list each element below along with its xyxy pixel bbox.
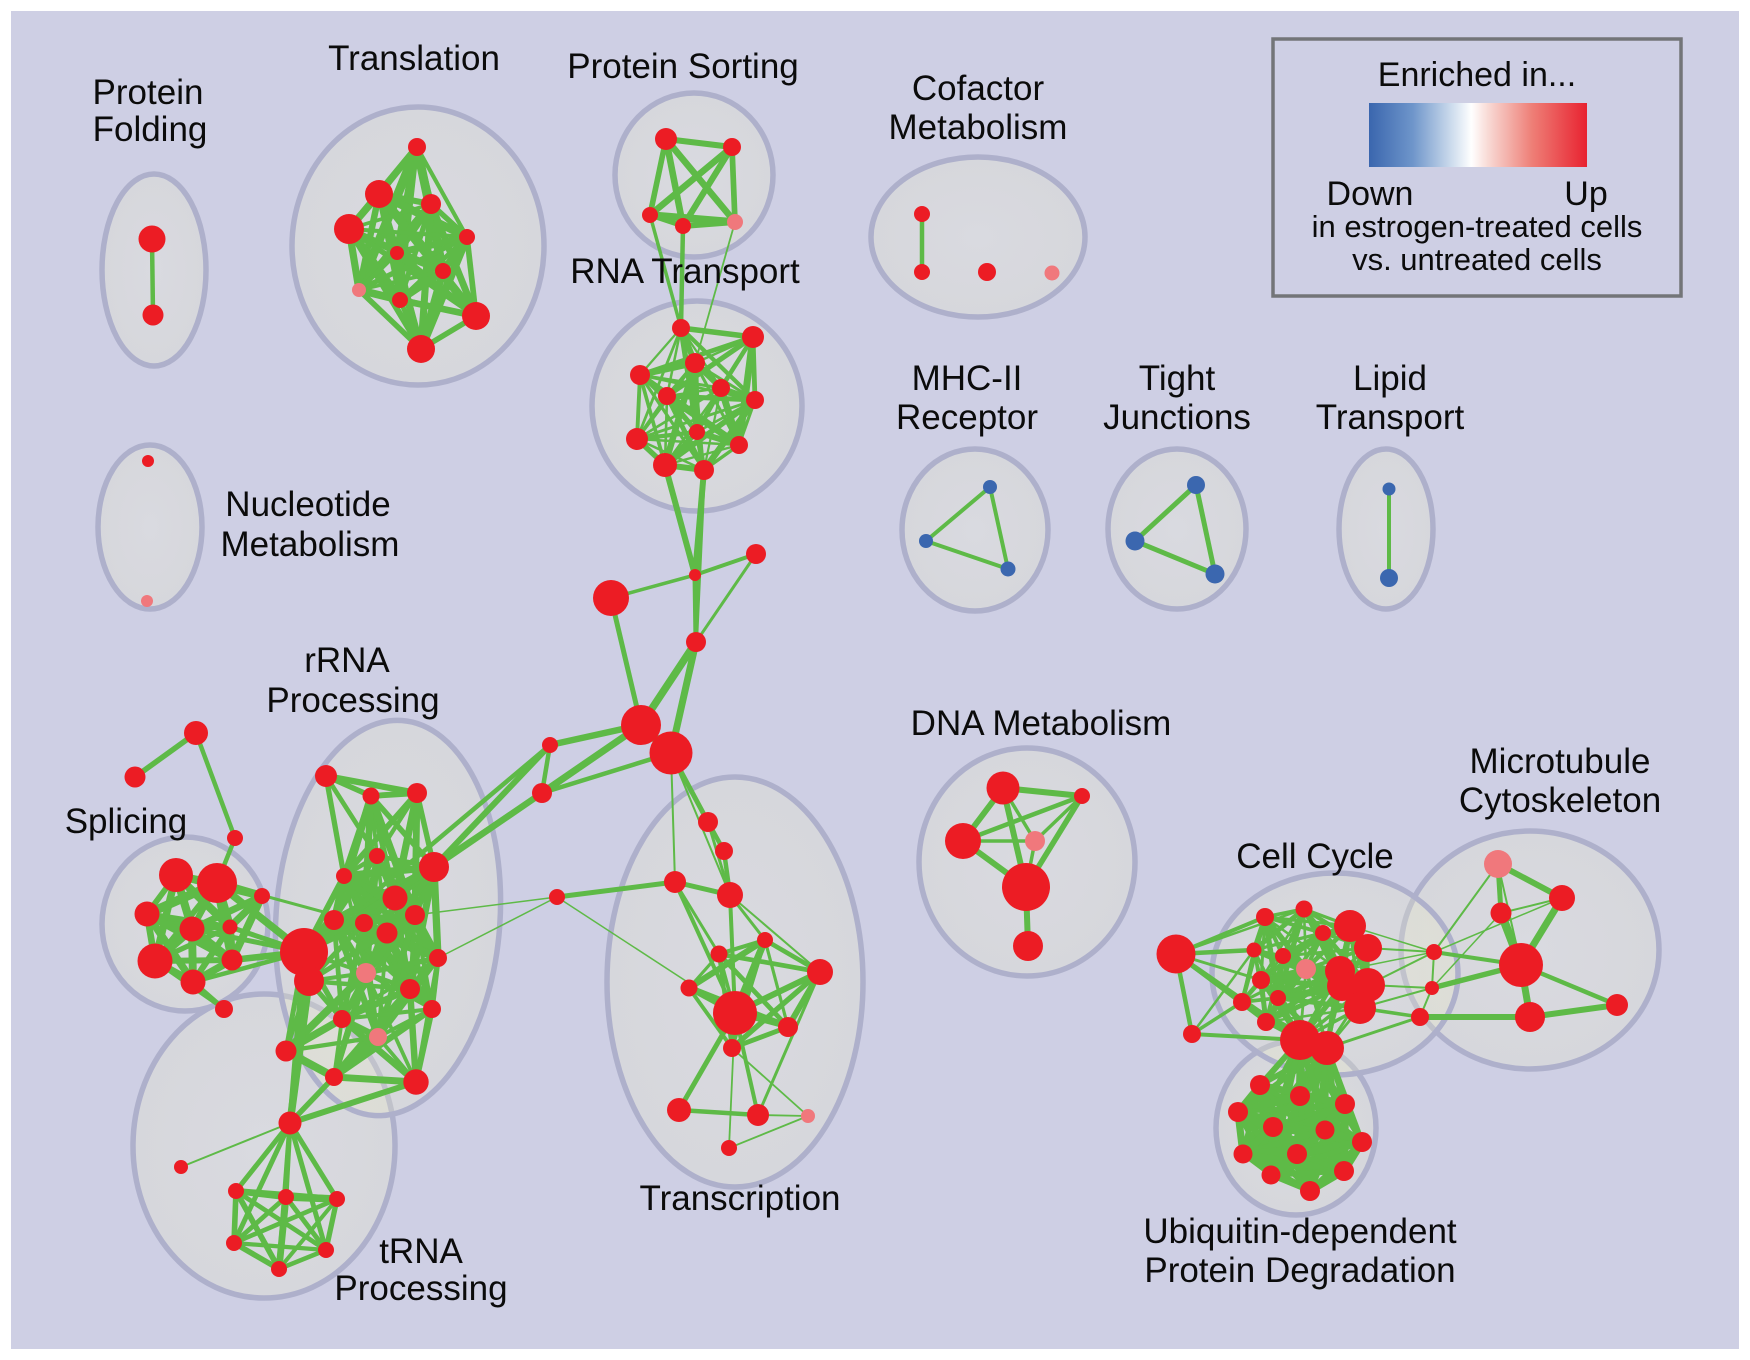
svg-text:Ubiquitin-dependent: Ubiquitin-dependent — [1143, 1212, 1457, 1251]
svg-text:Nucleotide: Nucleotide — [225, 485, 390, 524]
svg-text:Cytoskeleton: Cytoskeleton — [1459, 781, 1661, 820]
svg-text:Receptor: Receptor — [896, 398, 1038, 437]
svg-text:Transcription: Transcription — [640, 1179, 841, 1218]
svg-text:Microtubule: Microtubule — [1470, 742, 1651, 781]
svg-text:Metabolism: Metabolism — [221, 525, 400, 564]
svg-text:Junctions: Junctions — [1103, 398, 1251, 437]
svg-text:RNA Transport: RNA Transport — [570, 252, 800, 291]
svg-text:Cell Cycle: Cell Cycle — [1236, 837, 1394, 876]
svg-text:MHC-II: MHC-II — [912, 359, 1023, 398]
svg-text:Splicing: Splicing — [65, 802, 188, 841]
svg-text:Folding: Folding — [93, 110, 208, 149]
svg-text:DNA Metabolism: DNA Metabolism — [911, 704, 1172, 743]
svg-text:Protein Degradation: Protein Degradation — [1144, 1251, 1455, 1290]
svg-text:in estrogen-treated cells: in estrogen-treated cells — [1312, 209, 1643, 244]
svg-text:Processing: Processing — [266, 681, 439, 720]
svg-text:Up: Up — [1564, 175, 1607, 213]
svg-text:Metabolism: Metabolism — [889, 108, 1068, 147]
svg-text:tRNA: tRNA — [379, 1232, 463, 1271]
svg-text:Cofactor: Cofactor — [912, 69, 1045, 108]
svg-text:Protein Sorting: Protein Sorting — [567, 47, 799, 86]
svg-text:Protein: Protein — [93, 73, 204, 112]
svg-text:Translation: Translation — [328, 39, 500, 78]
svg-text:Lipid: Lipid — [1353, 359, 1427, 398]
svg-text:Enriched in...: Enriched in... — [1378, 56, 1576, 94]
svg-text:Transport: Transport — [1316, 398, 1465, 437]
svg-text:vs. untreated cells: vs. untreated cells — [1352, 242, 1602, 277]
svg-text:rRNA: rRNA — [304, 641, 390, 680]
svg-text:Down: Down — [1327, 175, 1414, 213]
svg-text:Processing: Processing — [334, 1269, 507, 1308]
svg-text:Tight: Tight — [1139, 359, 1216, 398]
